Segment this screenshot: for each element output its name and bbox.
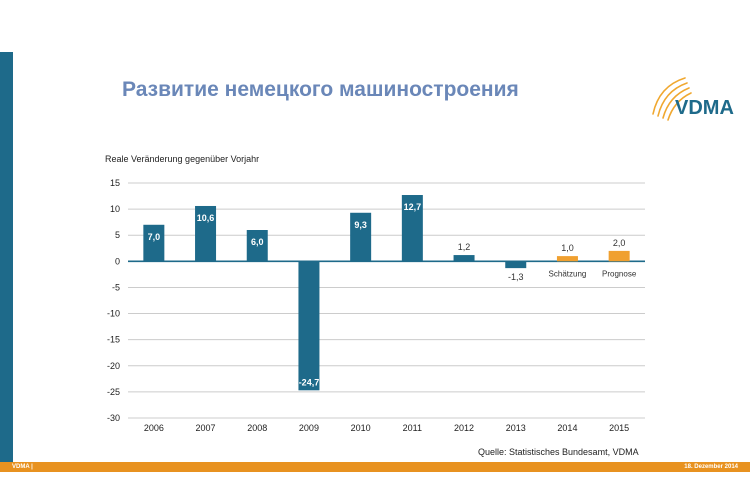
bar-2011 <box>401 195 423 262</box>
x-tick-label: 2009 <box>299 423 319 433</box>
x-tick-label: 2015 <box>609 423 629 433</box>
y-tick-label: -25 <box>107 387 120 397</box>
value-label: -1,3 <box>508 272 524 282</box>
value-label: 12,7 <box>404 202 422 212</box>
bars <box>143 195 630 391</box>
x-tick-label: 2011 <box>403 423 422 433</box>
y-tick-label: -15 <box>107 335 120 345</box>
slide-title: Развитие немецкого машиностроения <box>122 78 519 101</box>
y-tick-labels: 15 10 5 0 -5 -10 -15 -20 -25 -30 <box>107 178 120 423</box>
value-label: 1,2 <box>458 242 471 252</box>
y-tick-label: -10 <box>107 309 120 319</box>
y-tick-label: 10 <box>110 204 120 214</box>
vdma-logo: VDMA <box>652 77 734 121</box>
x-tick-labels: 2006 2007 2008 2009 2010 2011 2012 2013 2014 2015 <box>144 423 629 433</box>
y-tick-label: 5 <box>115 230 120 240</box>
bar-2012 <box>453 255 475 262</box>
y-tick-label: 0 <box>115 256 120 266</box>
annotations: Schätzung Prognose <box>549 269 637 278</box>
x-tick-label: 2008 <box>247 423 267 433</box>
value-label: 6,0 <box>251 237 264 247</box>
y-tick-label: 15 <box>110 178 120 188</box>
value-labels: 7,0 10,6 6,0 -24,7 9,3 12,7 1,2 -1,3 1,0 2,0 <box>148 202 626 387</box>
value-label: 9,3 <box>354 220 367 230</box>
x-tick-label: 2013 <box>506 423 526 433</box>
bar-2009 <box>298 261 320 391</box>
y-tick-label: -30 <box>107 413 120 423</box>
x-tick-label: 2006 <box>144 423 164 433</box>
y-tick-label: -20 <box>107 361 120 371</box>
bar-2006 <box>143 224 165 262</box>
x-tick-label: 2010 <box>351 423 371 433</box>
y-axis-label: Reale Veränderung gegenüber Vorjahr <box>105 154 259 164</box>
bar-2008 <box>246 230 268 262</box>
annotation-label: Schätzung <box>549 269 587 278</box>
value-label: 1,0 <box>561 243 574 253</box>
value-label: 10,6 <box>197 213 215 223</box>
value-label: 7,0 <box>148 232 161 242</box>
source-note: Quelle: Statistisches Bundesamt, VDMA <box>478 447 639 457</box>
value-label: 2,0 <box>613 238 626 248</box>
bar-2015 <box>608 250 630 262</box>
x-tick-label: 2012 <box>454 423 474 433</box>
bar-2007 <box>195 205 217 262</box>
footer-date: 18. Dezember 2014 <box>684 464 738 470</box>
y-tick-label: -5 <box>112 282 120 292</box>
x-tick-label: 2007 <box>196 423 216 433</box>
annotation-label: Prognose <box>602 269 637 278</box>
left-accent-bar <box>0 52 13 462</box>
bar-2010 <box>350 212 372 262</box>
value-label: -24,7 <box>299 377 320 387</box>
bar-2013 <box>505 261 527 269</box>
footer-left-text: VDMA | <box>12 464 33 470</box>
footer-bar: VDMA | 18. Dezember 2014 <box>0 462 750 472</box>
vdma-logo-text: VDMA <box>675 97 734 119</box>
x-tick-label: 2014 <box>557 423 577 433</box>
bar-2014 <box>556 256 578 262</box>
